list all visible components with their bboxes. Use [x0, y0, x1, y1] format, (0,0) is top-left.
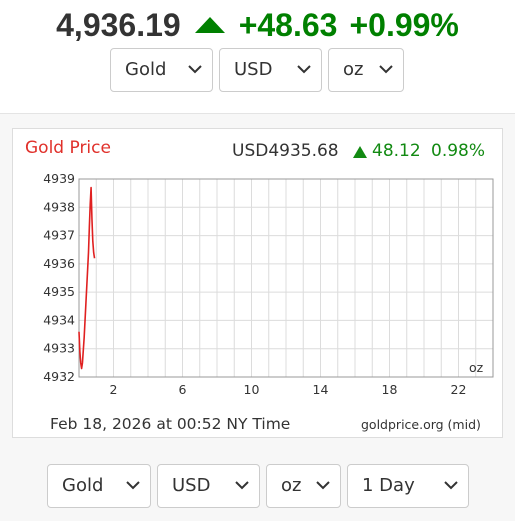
- x-tick-label: 18: [382, 382, 398, 397]
- y-tick-label: 4938: [43, 199, 75, 214]
- price-change: +48.63: [238, 7, 338, 43]
- metal-select-bottom[interactable]: Gold: [47, 464, 151, 508]
- currency-select-bottom[interactable]: USD: [157, 464, 260, 508]
- x-tick-label: 2: [110, 382, 118, 397]
- y-tick-label: 4932: [43, 369, 75, 384]
- current-price: 4,936.19: [56, 7, 181, 43]
- range-select[interactable]: 1 Day: [347, 464, 469, 508]
- unit-select-bottom[interactable]: oz: [266, 464, 341, 508]
- currency-select[interactable]: USD: [219, 48, 322, 92]
- chart-timestamp: Feb 18, 2026 at 00:52 NY Time: [50, 415, 290, 433]
- y-tick-label: 4939: [43, 171, 75, 186]
- price-header: 4,936.19 +48.63 +0.99% Gold USD oz: [0, 0, 515, 114]
- unit-select-value: oz: [343, 59, 364, 80]
- chevron-down-icon: [379, 49, 393, 91]
- up-arrow-icon: [194, 16, 225, 33]
- ticker-line: 4,936.19 +48.63 +0.99%: [0, 5, 515, 45]
- chart-quote-change: 48.12: [372, 141, 421, 161]
- metal-select-value: Gold: [62, 475, 104, 496]
- chart-quote-percent: 0.98%: [431, 141, 485, 161]
- unit-label: oz: [469, 360, 484, 375]
- chevron-down-icon: [316, 465, 330, 507]
- y-axis-ticks: 4932 4933 4934 4935 4936 4937 4938 4939: [43, 171, 75, 384]
- chart-quote-value: USD4935.68: [232, 141, 339, 161]
- gold-price-chart: Gold Price USD4935.68 48.12 0.98% 4932 49…: [12, 128, 503, 438]
- x-tick-label: 10: [244, 382, 260, 397]
- range-select-value: 1 Day: [362, 475, 415, 496]
- chevron-down-icon: [235, 465, 249, 507]
- x-tick-label: 14: [313, 382, 329, 397]
- chevron-down-icon: [297, 49, 311, 91]
- currency-select-value: USD: [234, 59, 273, 80]
- chart-title: Gold Price: [25, 138, 111, 158]
- chevron-down-icon: [188, 49, 202, 91]
- y-tick-label: 4935: [43, 284, 75, 299]
- unit-select[interactable]: oz: [328, 48, 404, 92]
- chart-grid: [79, 179, 493, 377]
- y-tick-label: 4937: [43, 228, 75, 243]
- currency-select-value: USD: [172, 475, 211, 496]
- x-tick-label: 22: [451, 382, 467, 397]
- metal-select[interactable]: Gold: [110, 48, 213, 92]
- y-tick-label: 4934: [43, 312, 75, 327]
- chart-source: goldprice.org (mid): [361, 417, 481, 432]
- price-change-percent: +0.99%: [349, 7, 459, 43]
- up-arrow-icon: [353, 146, 367, 158]
- chevron-down-icon: [444, 465, 458, 507]
- metal-select-value: Gold: [125, 59, 167, 80]
- y-tick-label: 4936: [43, 256, 75, 271]
- y-tick-label: 4933: [43, 341, 75, 356]
- unit-select-value: oz: [281, 475, 302, 496]
- x-tick-label: 6: [179, 382, 187, 397]
- plot-frame: [78, 178, 494, 378]
- x-axis-ticks: 2 6 10 14 18 22: [110, 382, 467, 397]
- chart-canvas: Gold Price USD4935.68 48.12 0.98% 493249…: [25, 138, 494, 433]
- series-line: [78, 186, 96, 370]
- chevron-down-icon: [126, 465, 140, 507]
